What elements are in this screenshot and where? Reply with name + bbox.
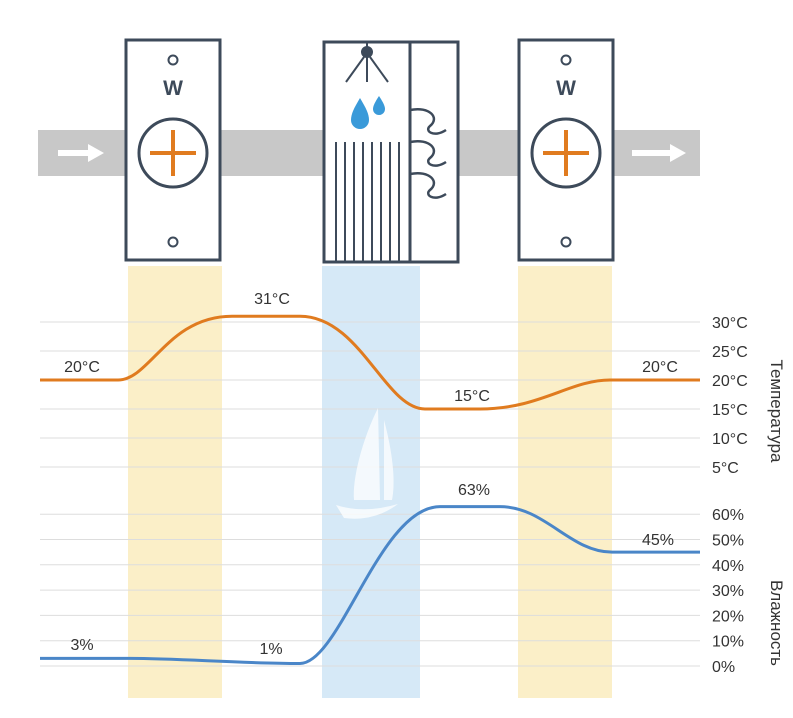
- temp-label-start: 20°C: [64, 359, 100, 376]
- temperature-axis-ticks: 30°C 25°C 20°C 15°C 10°C 5°C: [712, 315, 748, 477]
- temp-label-end: 20°C: [642, 359, 678, 376]
- temperature-tick-label: 30°C: [712, 315, 748, 332]
- shower-icon: [345, 42, 389, 83]
- water-rain-lines: [335, 142, 400, 262]
- temperature-tick-label: 20°C: [712, 373, 748, 390]
- temperature-tick-label: 15°C: [712, 402, 748, 419]
- inlet-arrow-icon: [58, 144, 104, 162]
- water-drops-icon: [351, 96, 385, 129]
- humidity-label-peak: 63%: [458, 482, 490, 499]
- humidity-axis-ticks: 60% 50% 40% 30% 20% 10% 0%: [712, 507, 744, 676]
- humidity-tick-label: 50%: [712, 533, 744, 550]
- temperature-tick-label: 5°C: [712, 460, 739, 477]
- humidity-tick-label: 20%: [712, 608, 744, 625]
- sailboat-watermark: [336, 408, 398, 519]
- bolt-top-icon: [560, 54, 572, 66]
- air-washer-unit: [322, 40, 460, 264]
- temp-label-peak: 31°C: [254, 291, 290, 308]
- temperature-axis-title: Температура: [767, 360, 786, 464]
- humidity-label-end: 45%: [642, 532, 674, 549]
- heater-2-band: [518, 266, 612, 698]
- humidity-tick-label: 60%: [712, 507, 744, 524]
- humidity-tick-label: 10%: [712, 634, 744, 651]
- temperature-tick-label: 25°C: [712, 344, 748, 361]
- bolt-bottom-icon: [560, 236, 572, 248]
- humidity-tick-label: 0%: [712, 659, 735, 676]
- plus-icon: [543, 130, 589, 176]
- wave-baffle-icon: [409, 107, 447, 199]
- humidity-tick-label: 40%: [712, 558, 744, 575]
- temperature-line: [40, 314, 700, 411]
- humidity-line: [40, 505, 700, 665]
- heater-1-power-label: W: [163, 77, 183, 100]
- humidity-label-start: 3%: [70, 637, 93, 654]
- humidity-axis-title: Влажность: [767, 580, 786, 666]
- heater-2-power-label: W: [556, 77, 576, 100]
- outlet-arrow-icon: [632, 144, 686, 162]
- heater-unit-2: W: [517, 38, 615, 262]
- heater-1-band: [128, 266, 222, 698]
- humidity-label-mid: 1%: [259, 641, 282, 658]
- heater-unit-1: W: [124, 38, 222, 262]
- temp-label-low: 15°C: [454, 388, 490, 405]
- temperature-tick-label: 10°C: [712, 431, 748, 448]
- bolt-top-icon: [167, 54, 179, 66]
- humidity-tick-label: 30%: [712, 583, 744, 600]
- plus-icon: [150, 130, 196, 176]
- humidity-gridlines: [40, 513, 700, 667]
- bolt-bottom-icon: [167, 236, 179, 248]
